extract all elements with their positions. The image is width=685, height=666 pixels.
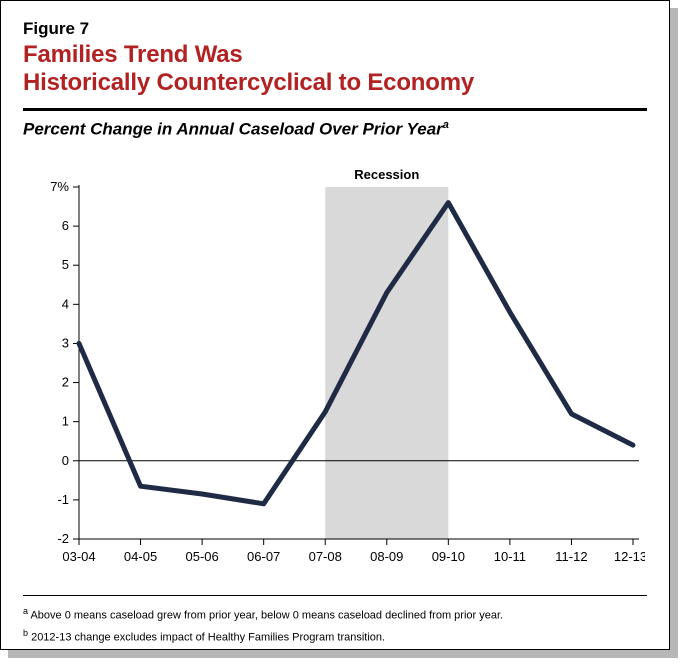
footnote-b-text: 2012-13 change excludes impact of Health…: [28, 631, 385, 643]
footnote-divider: [23, 595, 647, 596]
y-tick-label: 0: [62, 453, 69, 468]
figure-label: Figure 7: [23, 19, 647, 39]
y-tick-label: 3: [62, 336, 69, 351]
x-tick-label: 05-06: [185, 549, 218, 564]
footnote-b: b 2012-13 change excludes impact of Heal…: [23, 626, 647, 647]
footnote-a-text: Above 0 means caseload grew from prior y…: [28, 610, 503, 622]
y-tick-label: 6: [62, 218, 69, 233]
y-tick-label: 4: [62, 297, 69, 312]
figure-title: Families Trend Was Historically Counterc…: [23, 41, 647, 98]
y-tick-label: 2: [62, 375, 69, 390]
figure-card: Figure 7 Families Trend Was Historically…: [0, 0, 670, 650]
subtitle-text: Percent Change in Annual Caseload Over P…: [23, 119, 443, 138]
title-line-1: Families Trend Was: [23, 41, 243, 68]
x-tick-label: 03-04: [62, 549, 95, 564]
y-tick-label: 1: [62, 414, 69, 429]
title-line-2: Historically Countercyclical to Economy: [23, 69, 474, 96]
y-tick-label: -1: [57, 492, 69, 507]
x-tick-label: 08-09: [370, 549, 403, 564]
x-tick-label: 10-11: [494, 549, 526, 564]
chart-svg: Recession -2 -1 0 1 2 3 4 5 6 7% 03-04 04-05 05-06 06-…: [25, 159, 645, 579]
recession-label: Recession: [354, 167, 419, 182]
subtitle-superscript: a: [443, 119, 449, 131]
x-tick-label: 04-05: [124, 549, 157, 564]
y-tick-label: 5: [62, 258, 69, 273]
y-tick-label: -2: [57, 531, 69, 546]
y-tick-label: 7%: [50, 179, 69, 194]
footnote-a: a Above 0 means caseload grew from prior…: [23, 604, 647, 625]
x-tick-label: 11-12: [555, 549, 587, 564]
figure-subtitle: Percent Change in Annual Caseload Over P…: [23, 119, 647, 140]
x-tick-label: 09-10: [432, 549, 465, 564]
x-tick-label: 06-07: [247, 549, 280, 564]
line-chart: Recession -2 -1 0 1 2 3 4 5 6 7% 03-04 04-05 05-06 06-…: [25, 159, 645, 579]
x-tick-label: 07-08: [309, 549, 342, 564]
title-divider: [23, 108, 647, 111]
x-tick-label: 12-13b: [614, 548, 645, 564]
recession-band: [325, 187, 448, 539]
